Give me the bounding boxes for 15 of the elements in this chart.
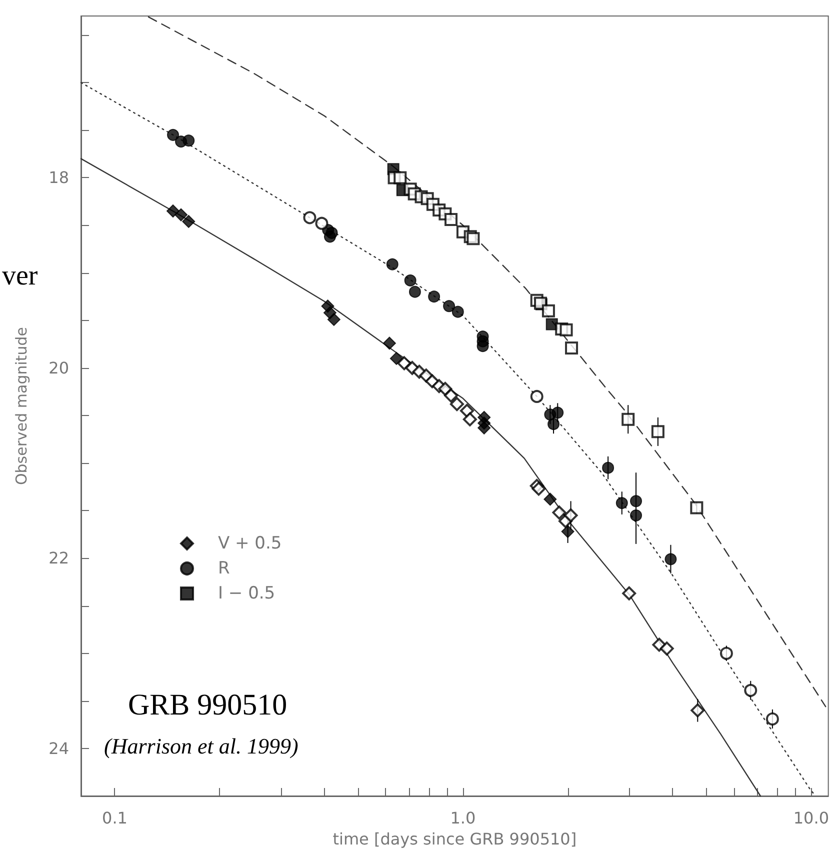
y-tick-label: 22 <box>48 548 69 568</box>
legend-label: R <box>218 558 230 578</box>
legend-label: V + 0.5 <box>218 534 282 554</box>
x-tick-label: 10.0 <box>793 808 829 828</box>
y-axis-title: Observed magnitude <box>12 326 30 486</box>
y-tick-label: 20 <box>48 358 69 378</box>
x-tick-label: 0.1 <box>102 808 128 828</box>
x-tick-label: 1.0 <box>450 808 476 828</box>
y-tick-label: 24 <box>48 738 69 758</box>
annotation: (Harrison et al. 1999) <box>104 734 298 758</box>
annotation: GRB 990510 <box>128 688 288 722</box>
text: ver <box>2 260 38 292</box>
legend-label: I − 0.5 <box>218 584 276 604</box>
y-tick-label: 18 <box>48 168 69 188</box>
x-axis-title: time [days since GRB 990510] <box>332 829 577 848</box>
